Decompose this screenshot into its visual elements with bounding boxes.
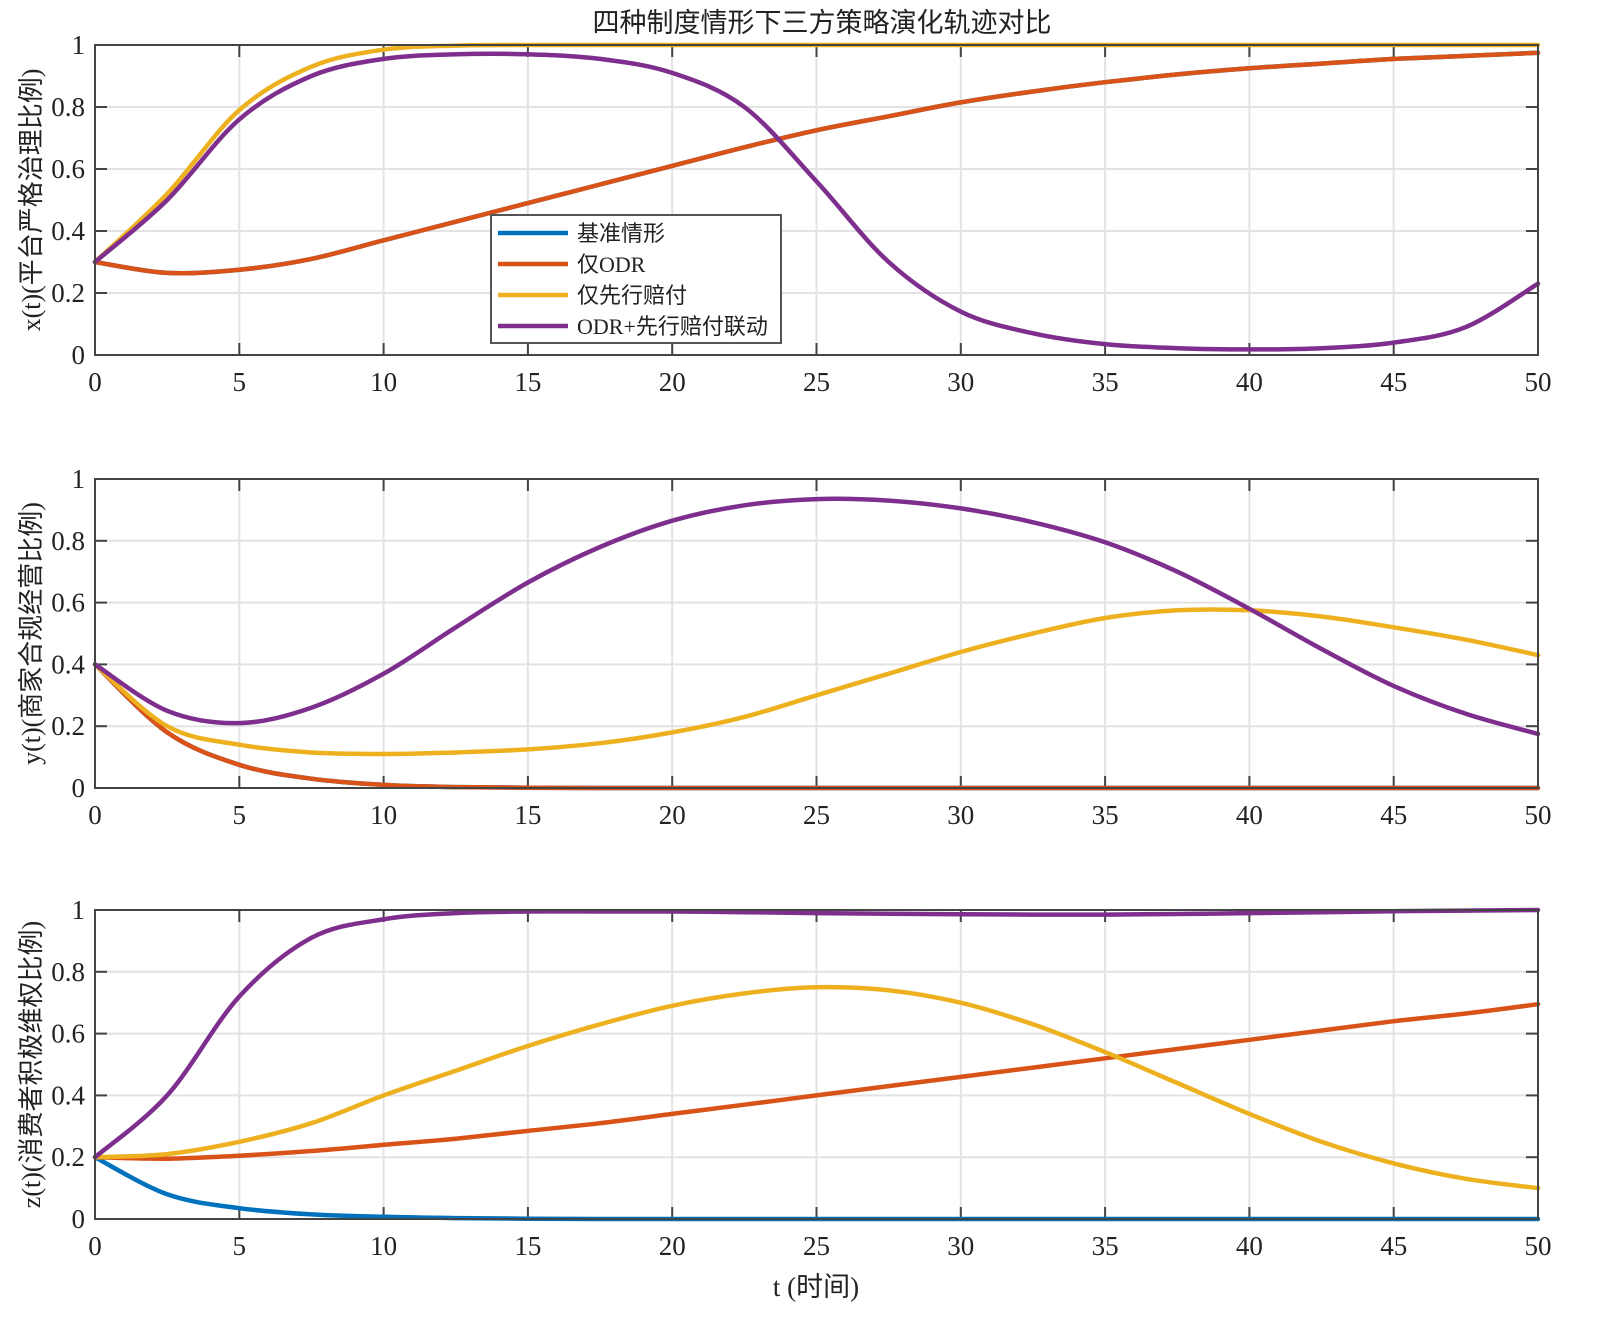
- x-tick-label: 35: [1092, 367, 1119, 397]
- x-tick-label: 15: [514, 1231, 541, 1261]
- x-tick-label: 50: [1525, 367, 1552, 397]
- x-tick-label: 10: [370, 1231, 397, 1261]
- x-tick-label: 0: [88, 367, 102, 397]
- x-tick-label: 5: [233, 800, 247, 830]
- x-tick-label: 10: [370, 800, 397, 830]
- y-tick-label: 0.2: [51, 278, 85, 308]
- y-tick-label: 0.6: [51, 588, 85, 618]
- y-tick-label: 0.4: [51, 216, 85, 246]
- y-tick-label: 0.8: [51, 526, 85, 556]
- y-axis-label: y(t)(商家合规经营比例): [17, 502, 46, 765]
- series-line-4: [92, 907, 1541, 1160]
- y-tick-label: 0.2: [51, 1142, 85, 1172]
- y-tick-label: 0.6: [51, 1019, 85, 1049]
- y-axis-label: z(t)(消费者积极维权比例): [17, 921, 46, 1208]
- y-tick-label: 0: [72, 340, 86, 370]
- x-tick-label: 5: [233, 367, 247, 397]
- series-line-2: [92, 50, 1541, 276]
- x-axis-label: t (时间): [773, 1272, 859, 1302]
- subplot-2: 0 5 10 15 20 25 30 35 40 45 50 0 0.2 0.4 0.6 0.8 1 y(t)(商…: [17, 464, 1552, 830]
- legend-entry: ODR+先行赔付联动: [577, 314, 768, 339]
- x-tick-label: 5: [233, 1231, 247, 1261]
- x-tick-label: 25: [803, 1231, 830, 1261]
- x-tick-label: 50: [1525, 800, 1552, 830]
- axes-box: [94, 909, 1539, 1220]
- x-tick-label: 40: [1236, 367, 1263, 397]
- y-tick-label: 1: [72, 895, 86, 925]
- x-tick-label: 30: [947, 367, 974, 397]
- subplot-3: 0 5 10 15 20 25 30 35 40 45 50 0 0.2 0.4 0.6 0.8 1 z(t)(消…: [17, 895, 1552, 1261]
- y-tick-label: 1: [72, 30, 86, 60]
- x-tick-label: 35: [1092, 800, 1119, 830]
- axes-box: [94, 478, 1539, 789]
- x-tick-label: 10: [370, 367, 397, 397]
- legend-box: [490, 214, 782, 344]
- series-line-3: [92, 984, 1541, 1191]
- y-axis-label: x(t)(平台严格治理比例): [17, 69, 46, 332]
- y-tick-label: 0: [72, 1204, 86, 1234]
- series-line-2: [92, 1001, 1541, 1161]
- x-tick-label: 20: [659, 1231, 686, 1261]
- y-tick-label: 1: [72, 464, 86, 494]
- x-tick-label: 50: [1525, 1231, 1552, 1261]
- x-tick-label: 30: [947, 1231, 974, 1261]
- y-tick-label: 0: [72, 773, 86, 803]
- series-line-3: [92, 607, 1541, 757]
- y-tick-label: 0.4: [51, 1080, 85, 1110]
- x-tick-label: 20: [659, 800, 686, 830]
- series-line-4: [92, 51, 1541, 352]
- y-tick-label: 0.8: [51, 957, 85, 987]
- x-tick-label: 40: [1236, 1231, 1263, 1261]
- x-tick-label: 45: [1380, 1231, 1407, 1261]
- legend-entry: 基准情形: [577, 221, 665, 246]
- legend-entry: 仅ODR: [577, 252, 646, 277]
- x-tick-label: 15: [514, 367, 541, 397]
- x-tick-label: 30: [947, 800, 974, 830]
- y-tick-label: 0.8: [51, 92, 85, 122]
- y-tick-label: 0.4: [51, 649, 85, 679]
- x-tick-label: 0: [88, 800, 102, 830]
- x-tick-label: 45: [1380, 367, 1407, 397]
- x-tick-label: 45: [1380, 800, 1407, 830]
- x-tick-label: 40: [1236, 800, 1263, 830]
- y-tick-label: 0.6: [51, 154, 85, 184]
- y-tick-label: 0.2: [51, 711, 85, 741]
- x-tick-label: 20: [659, 367, 686, 397]
- chart-title: 四种制度情形下三方策略演化轨迹对比: [593, 8, 1052, 38]
- x-tick-label: 35: [1092, 1231, 1119, 1261]
- subplot-1: 0 5 10 15 20 25 30 35 40 45 50 0 0.2 0.4 0.6 0.8 1 x(t)(平…: [17, 30, 1552, 397]
- x-tick-label: 25: [803, 367, 830, 397]
- x-tick-label: 25: [803, 800, 830, 830]
- x-tick-label: 0: [88, 1231, 102, 1261]
- series-line-4: [92, 496, 1541, 737]
- legend-entry: 仅先行赔付: [577, 283, 687, 308]
- x-tick-label: 15: [514, 800, 541, 830]
- axes-box: [94, 44, 1539, 356]
